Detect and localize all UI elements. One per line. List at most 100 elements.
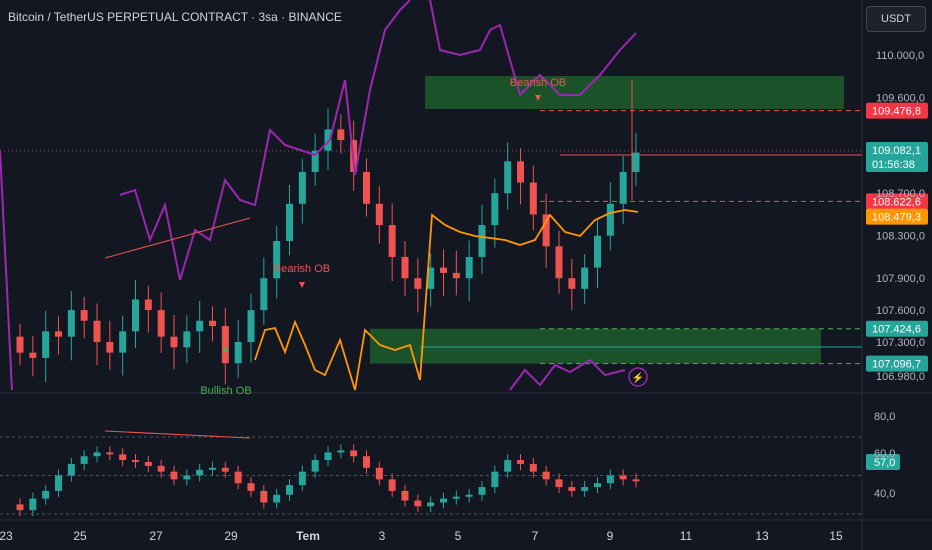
candle (106, 341, 114, 353)
osc-candle (106, 452, 114, 455)
osc-candle (260, 490, 268, 503)
currency-selector-button[interactable]: USDT (866, 6, 926, 32)
candle (465, 256, 473, 279)
candle (298, 171, 306, 204)
osc-scale-tick: 60,0 (874, 448, 895, 460)
osc-candle (183, 475, 191, 480)
osc-candle (247, 483, 255, 491)
osc-candle (504, 460, 512, 472)
candle (337, 129, 345, 141)
osc-candle (55, 475, 62, 491)
osc-scale-tick: 80,0 (874, 411, 895, 423)
bullish-order-block (370, 328, 821, 364)
trend-line (104, 217, 251, 259)
candle (452, 272, 460, 279)
osc-candle (234, 471, 242, 484)
price-scale-tick: 108.700,0 (876, 188, 925, 200)
time-axis-tick: Tem (296, 529, 320, 543)
time-axis-tick: 3 (379, 529, 386, 543)
osc-candle (132, 460, 139, 463)
countdown-text: 01:56:38 (872, 159, 915, 171)
candle (363, 171, 370, 204)
candle (517, 161, 524, 183)
osc-candle (363, 456, 370, 468)
time-axis-tick: 11 (680, 529, 693, 543)
price-scale-tick: 108.300,0 (876, 231, 925, 243)
osc-candle (555, 479, 563, 488)
time-axis-tick: 23 (0, 529, 13, 543)
candle (632, 152, 640, 172)
osc-candle (401, 490, 409, 501)
osc-candle (375, 467, 383, 480)
ema-price-tag (866, 208, 928, 225)
time-axis-tick: 5 (455, 529, 462, 543)
osc-candle (170, 471, 178, 480)
bull-ob-bottom-price-tag (866, 355, 928, 372)
time-axis-tick: 7 (532, 529, 539, 543)
osc-candle (594, 483, 601, 488)
osc-candle (119, 454, 127, 461)
candle (491, 193, 499, 226)
osc-candle (440, 498, 447, 503)
osc-candle (93, 452, 101, 457)
osc-candle (324, 452, 332, 461)
candle (16, 336, 24, 353)
candle (529, 182, 537, 215)
candle (247, 310, 255, 342)
candle (157, 310, 165, 337)
candle (504, 161, 512, 194)
ema-line (254, 209, 639, 391)
osc-candle (388, 479, 396, 491)
candle (311, 150, 319, 172)
candle (375, 203, 383, 226)
osc-candle (517, 460, 524, 464)
candle (555, 246, 563, 279)
ob-top-price-tag (866, 102, 928, 119)
osc-candle (568, 487, 576, 491)
candle (401, 256, 409, 279)
osc-candle (67, 463, 75, 476)
lightning-icon (628, 367, 648, 387)
candle (478, 225, 486, 257)
candle (324, 129, 332, 151)
bull-ob-bottom-price-tag-text: 107.096,7 (872, 359, 921, 371)
time-axis-tick: 25 (73, 529, 87, 543)
osc-value-tag (866, 454, 900, 470)
candle (606, 203, 614, 236)
ob-top-price-tag-text: 109.476,8 (872, 106, 921, 118)
candle (234, 341, 242, 364)
price-scale-tick: 110.000,0 (876, 50, 924, 62)
candle (581, 267, 589, 289)
osc-candle (465, 494, 473, 497)
time-axis-tick: 27 (149, 529, 163, 543)
candle (196, 320, 204, 332)
candle (221, 326, 229, 364)
oscillator-pane (0, 430, 900, 517)
osc-candle (209, 467, 216, 470)
candle (594, 235, 601, 268)
bullish-ob-arrow (223, 346, 229, 352)
candle (119, 331, 127, 353)
bullish-ob-label: Bullish OB (200, 385, 251, 397)
ob-mid-price-tag (866, 193, 928, 210)
time-axis-tick: 13 (755, 529, 769, 543)
candle (414, 278, 422, 289)
candle (67, 310, 75, 337)
price-scale-tick: 109.600,0 (876, 93, 925, 105)
time-axis-tick: 9 (607, 529, 614, 543)
osc-candle (286, 485, 293, 495)
last-price-tag (866, 142, 928, 172)
candle (427, 267, 435, 289)
osc-candle (157, 465, 165, 472)
osc-value-text: 57,0 (874, 457, 895, 469)
osc-candle (29, 498, 37, 511)
candle (273, 241, 281, 279)
osc-candle (491, 471, 499, 488)
bull-ob-top-price-tag-text: 107.424,6 (872, 324, 921, 336)
osc-candle (414, 500, 422, 507)
ob-mid-price-tag-text: 108.622,6 (872, 196, 921, 208)
bearish-ob-arrow-2 (299, 282, 305, 288)
osc-candle (606, 475, 614, 484)
candle (144, 299, 152, 311)
